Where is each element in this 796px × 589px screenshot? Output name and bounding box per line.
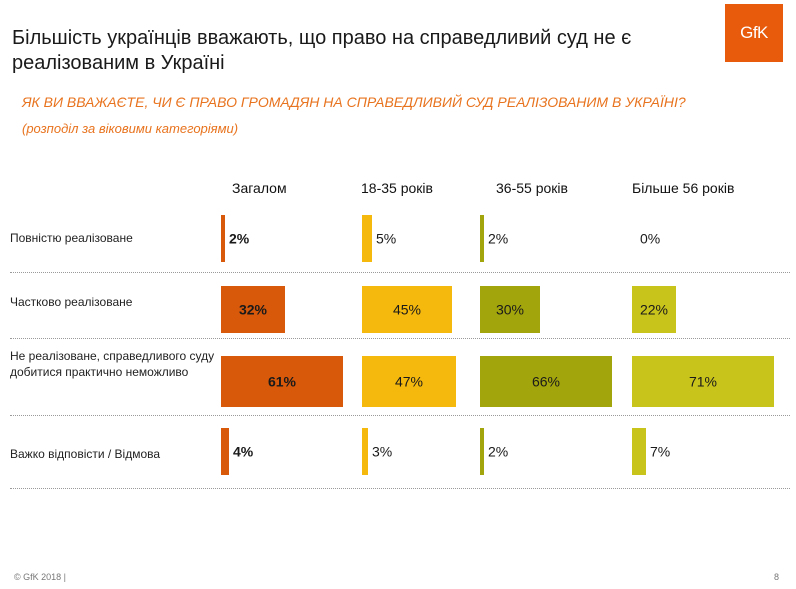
column-header-56-plus: Більше 56 років	[632, 180, 735, 196]
row-divider	[10, 488, 790, 489]
bar-3-4	[480, 428, 484, 475]
column-header-18-35: 18-35 років	[361, 180, 433, 196]
bar-label-2-4: 3%	[372, 444, 392, 460]
row-label-hard-to-answer: Важко відповісти / Відмова	[10, 447, 161, 461]
bar-2-3	[362, 356, 456, 407]
bar-2-4	[362, 428, 368, 475]
bar-label-1-3: 61%	[268, 374, 297, 390]
bar-4-4	[632, 428, 646, 475]
bar-label-2-3: 47%	[395, 374, 423, 390]
bar-1-4	[221, 428, 229, 475]
bar-label-1-2: 32%	[239, 302, 268, 318]
row-label-fully-realized: Повністю реалізоване	[10, 231, 133, 245]
footer-copyright: © GfK 2018 |	[14, 572, 66, 582]
row-divider	[10, 415, 790, 416]
survey-subquestion: (розподіл за віковими категоріями)	[22, 121, 239, 136]
bar-4-2	[632, 286, 676, 333]
bar-label-2-1: 5%	[376, 231, 396, 247]
bar-label-3-3: 66%	[532, 374, 560, 390]
bar-label-4-4: 7%	[650, 444, 670, 460]
bar-label-3-2: 30%	[496, 302, 524, 318]
bar-4-3	[632, 356, 774, 407]
bar-3-2	[480, 286, 540, 333]
survey-question: ЯК ВИ ВВАЖАЄТЕ, ЧИ Є ПРАВО ГРОМАДЯН НА С…	[22, 94, 686, 110]
bar-label-1-1: 2%	[229, 231, 250, 247]
bar-label-1-4: 4%	[233, 444, 254, 460]
page-title: Більшість українців вважають, що право н…	[12, 27, 632, 74]
bar-1-2	[221, 286, 285, 333]
bar-label-3-1: 2%	[488, 231, 508, 247]
column-header-total: Загалом	[232, 180, 287, 196]
bar-label-2-2: 45%	[393, 302, 421, 318]
bar-2-1	[362, 215, 372, 262]
row-label-partially-realized: Частково реалізоване	[10, 295, 133, 309]
bar-label-3-4: 2%	[488, 444, 508, 460]
bar-3-3	[480, 356, 612, 407]
bar-label-4-3: 71%	[689, 374, 717, 390]
gfk-logo: GfK	[725, 4, 783, 62]
bar-1-3	[221, 356, 343, 407]
bar-label-4-1: 0%	[640, 231, 660, 247]
bar-1-1	[221, 215, 225, 262]
row-label-not-realized: Не реалізоване, справедливого суду добит…	[10, 349, 215, 379]
bar-3-1	[480, 215, 484, 262]
column-header-36-55: 36-55 років	[496, 180, 568, 196]
row-divider	[10, 272, 790, 273]
bar-2-2	[362, 286, 452, 333]
bar-label-4-2: 22%	[640, 302, 668, 318]
row-divider	[10, 338, 790, 339]
page-number: 8	[774, 572, 780, 582]
